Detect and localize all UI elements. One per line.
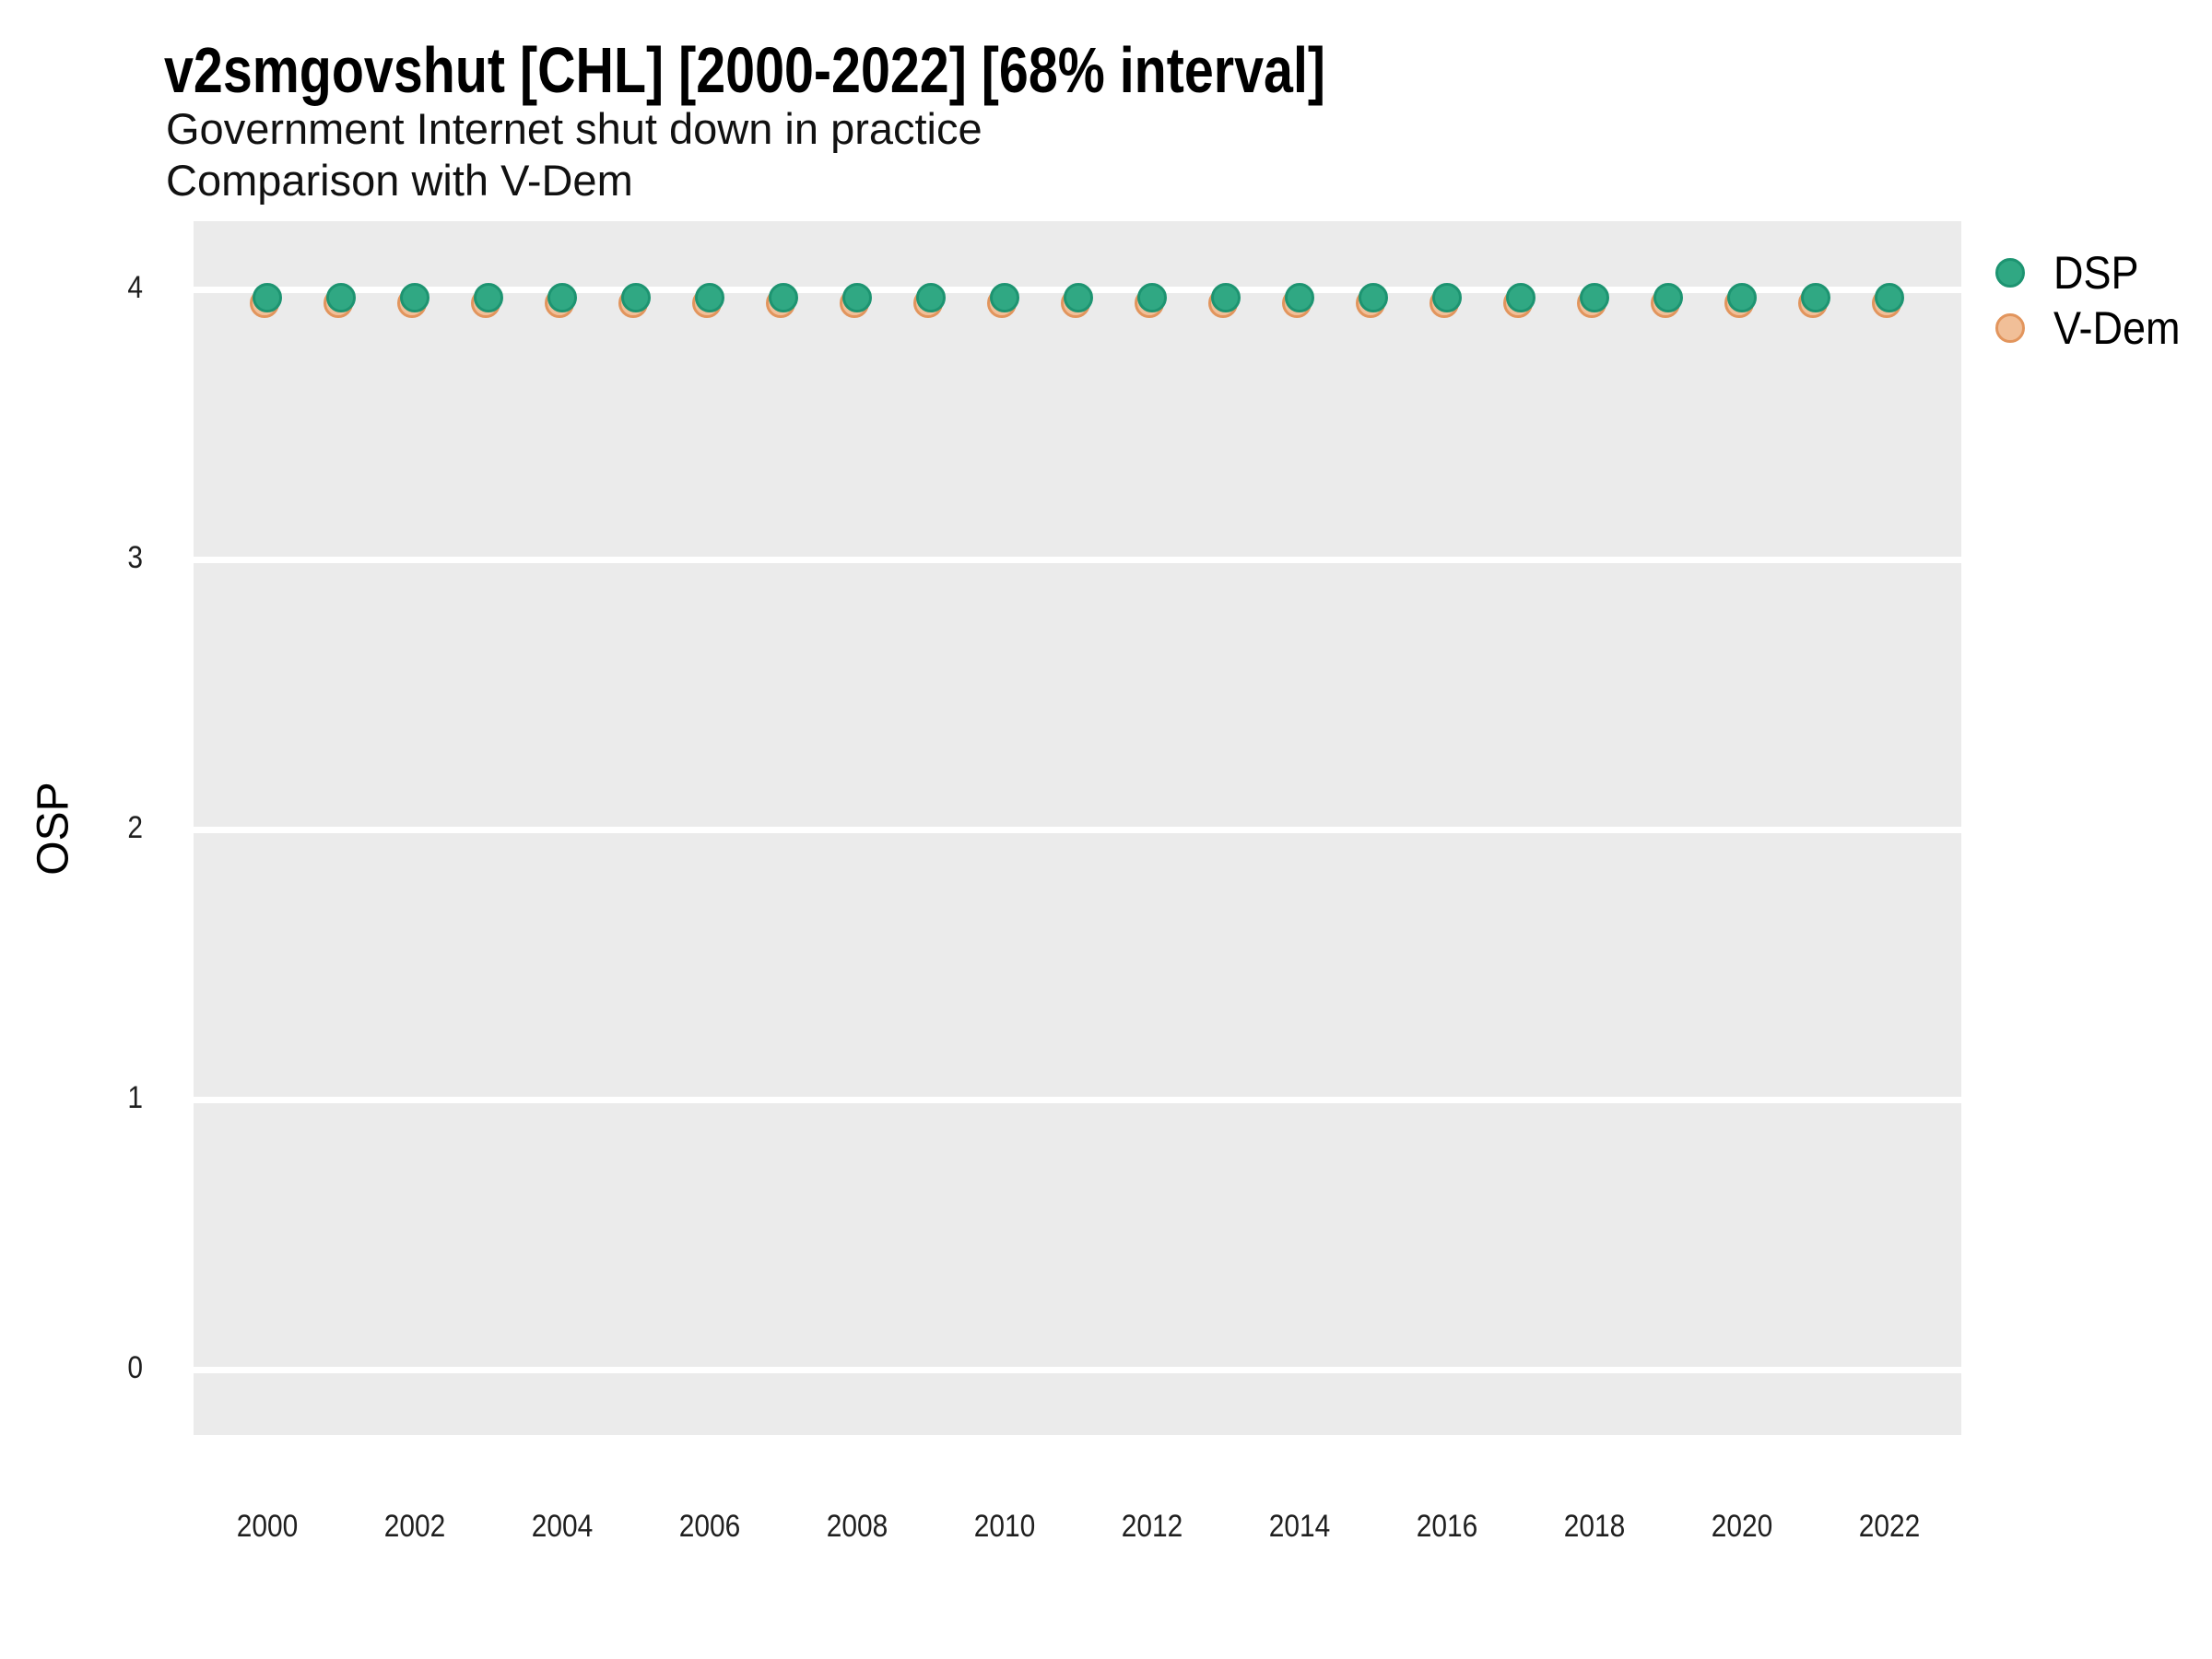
chart-subtitle: Government Internet shut down in practic… [166,104,982,153]
dsp-point-2001 [326,282,356,312]
dsp-point-2015 [1359,282,1388,312]
dsp-point-2017 [1506,282,1535,312]
x-tick-label: 2006 [678,1509,741,1544]
dsp-point-2016 [1432,282,1462,312]
x-tick-label: 2002 [383,1509,446,1544]
dsp-point-2000 [253,282,282,312]
legend: DSP V-Dem [1991,245,2208,356]
x-tick-label: 2012 [1121,1509,1183,1544]
gridline-y-2 [194,826,1961,833]
legend-label-dsp: DSP [2053,247,2139,299]
y-tick-label: 3 [127,540,143,575]
gridline-y-3 [194,556,1961,563]
y-tick-label: 4 [127,270,143,305]
gridline-y-1 [194,1096,1961,1103]
chart-subtitle-line2: Comparison with V-Dem [166,156,633,205]
dsp-point-2013 [1211,282,1241,312]
y-tick-label: 1 [127,1080,143,1115]
dsp-point-2019 [1653,282,1683,312]
legend-item-vdem: V-Dem [1991,300,2208,356]
x-tick-label: 2004 [531,1509,594,1544]
gridline-y-0 [194,1366,1961,1373]
dsp-point-2020 [1727,282,1757,312]
x-tick-label: 2000 [236,1509,299,1544]
x-tick-label: 2022 [1858,1509,1921,1544]
dsp-point-2012 [1137,282,1167,312]
dsp-point-2009 [916,282,946,312]
x-tick-label: 2010 [973,1509,1036,1544]
dsp-point-2007 [769,282,798,312]
vdem-point-icon [1995,313,2025,343]
dsp-point-2003 [474,282,503,312]
legend-item-dsp: DSP [1991,245,2208,300]
dsp-point-2004 [547,282,577,312]
dsp-point-2022 [1875,282,1904,312]
x-tick-label: 2016 [1416,1509,1478,1544]
dsp-point-2010 [990,282,1019,312]
dsp-point-2008 [842,282,872,312]
x-tick-label: 2018 [1563,1509,1626,1544]
dsp-point-2006 [695,282,724,312]
dsp-point-2021 [1801,282,1830,312]
chart-title: v2smgovshut [CHL] [2000-2022] [68% inter… [164,34,1326,106]
dsp-point-2002 [400,282,429,312]
plot-panel [194,221,1961,1435]
legend-label-vdem: V-Dem [2053,302,2181,354]
dsp-point-icon [1995,258,2025,288]
x-tick-label: 2008 [826,1509,888,1544]
y-tick-label: 2 [127,810,143,845]
x-tick-label: 2014 [1268,1509,1331,1544]
y-tick-label: 0 [127,1350,143,1385]
dsp-point-2005 [621,282,651,312]
x-tick-label: 2020 [1711,1509,1773,1544]
dsp-point-2011 [1064,282,1093,312]
dsp-point-2014 [1285,282,1314,312]
dsp-point-2018 [1580,282,1609,312]
